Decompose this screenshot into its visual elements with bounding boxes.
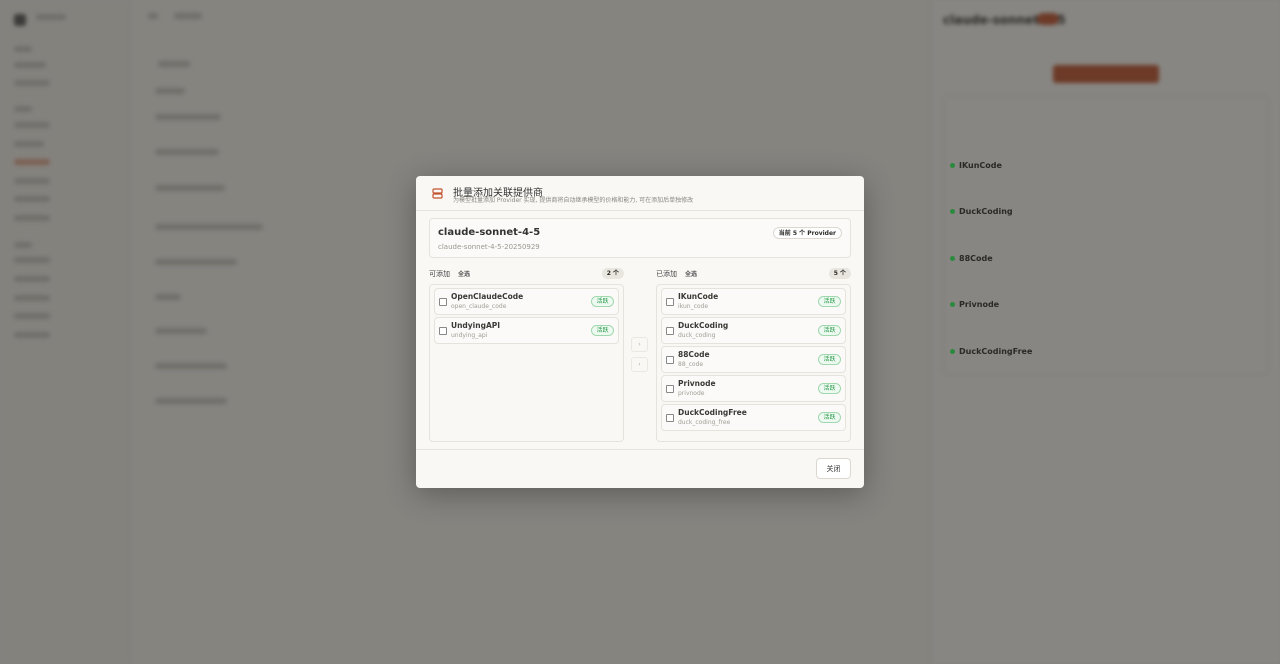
provider-id: duck_coding: [678, 332, 716, 339]
list-item[interactable]: DuckCoding duck_coding 活跃: [661, 317, 846, 344]
added-list: IKunCode ikun_code 活跃 DuckCoding duck_codin…: [656, 284, 851, 442]
provider-name: IKunCode: [678, 292, 719, 301]
provider-name: DuckCoding: [678, 321, 729, 330]
dialog-subtitle: 为模型批量添加 Provider 实现, 提供商将自动继承模型的价格和能力, 可…: [453, 197, 694, 204]
status-badge: 活跃: [591, 325, 614, 336]
close-button[interactable]: 关闭: [816, 458, 851, 479]
model-name: claude-sonnet-4-5: [438, 227, 541, 238]
status-badge: 活跃: [818, 296, 841, 307]
provider-name: UndyingAPI: [451, 321, 501, 330]
available-select-all[interactable]: 全选: [458, 271, 471, 278]
provider-id: 88_code: [678, 361, 704, 368]
provider-name: OpenClaudeCode: [451, 292, 524, 301]
checkbox[interactable]: [439, 327, 447, 335]
checkbox[interactable]: [666, 385, 674, 393]
checkbox[interactable]: [666, 356, 674, 364]
move-right-button[interactable]: ›: [631, 337, 648, 352]
provider-id: duck_coding_free: [678, 419, 731, 426]
list-item[interactable]: Privnode privnode 活跃: [661, 375, 846, 402]
provider-name: 88Code: [678, 350, 710, 359]
dialog-title: 批量添加关联提供商: [453, 188, 543, 199]
added-header: 已添加 全选 5 个: [656, 268, 851, 280]
move-left-button[interactable]: ‹: [631, 357, 648, 372]
model-info-card: claude-sonnet-4-5 claude-sonnet-4-5-2025…: [429, 218, 851, 258]
available-count: 2 个: [601, 268, 624, 279]
provider-id: open_claude_code: [451, 303, 507, 310]
footer-divider: [416, 449, 864, 450]
provider-count-badge: 当前 5 个 Provider: [772, 227, 842, 239]
list-item[interactable]: IKunCode ikun_code 活跃: [661, 288, 846, 315]
checkbox[interactable]: [666, 298, 674, 306]
provider-id: ikun_code: [678, 303, 709, 310]
available-header: 可添加 全选 2 个: [429, 268, 624, 280]
checkbox[interactable]: [439, 298, 447, 306]
list-item[interactable]: UndyingAPI undying_api 活跃: [434, 317, 619, 344]
available-list: OpenClaudeCode open_claude_code 活跃 Undying…: [429, 284, 624, 442]
model-id: claude-sonnet-4-5-20250929: [438, 243, 540, 251]
status-badge: 活跃: [818, 325, 841, 336]
added-select-all[interactable]: 全选: [685, 271, 698, 278]
status-badge: 活跃: [591, 296, 614, 307]
checkbox[interactable]: [666, 327, 674, 335]
list-item[interactable]: DuckCodingFree duck_coding_free 活跃: [661, 404, 846, 431]
server-icon: [432, 188, 443, 199]
checkbox[interactable]: [666, 414, 674, 422]
available-label: 可添加: [429, 270, 450, 278]
provider-id: privnode: [678, 390, 705, 397]
list-item[interactable]: 88Code 88_code 活跃: [661, 346, 846, 373]
provider-id: undying_api: [451, 332, 488, 339]
provider-name: Privnode: [678, 379, 716, 388]
dialog-header: 批量添加关联提供商 为模型批量添加 Provider 实现, 提供商将自动继承模…: [416, 176, 864, 211]
list-item[interactable]: OpenClaudeCode open_claude_code 活跃: [434, 288, 619, 315]
provider-name: DuckCodingFree: [678, 408, 747, 417]
status-badge: 活跃: [818, 383, 841, 394]
added-count: 5 个: [828, 268, 851, 279]
status-badge: 活跃: [818, 412, 841, 423]
batch-add-providers-dialog: 批量添加关联提供商 为模型批量添加 Provider 实现, 提供商将自动继承模…: [416, 176, 864, 488]
status-badge: 活跃: [818, 354, 841, 365]
added-label: 已添加: [656, 270, 677, 278]
